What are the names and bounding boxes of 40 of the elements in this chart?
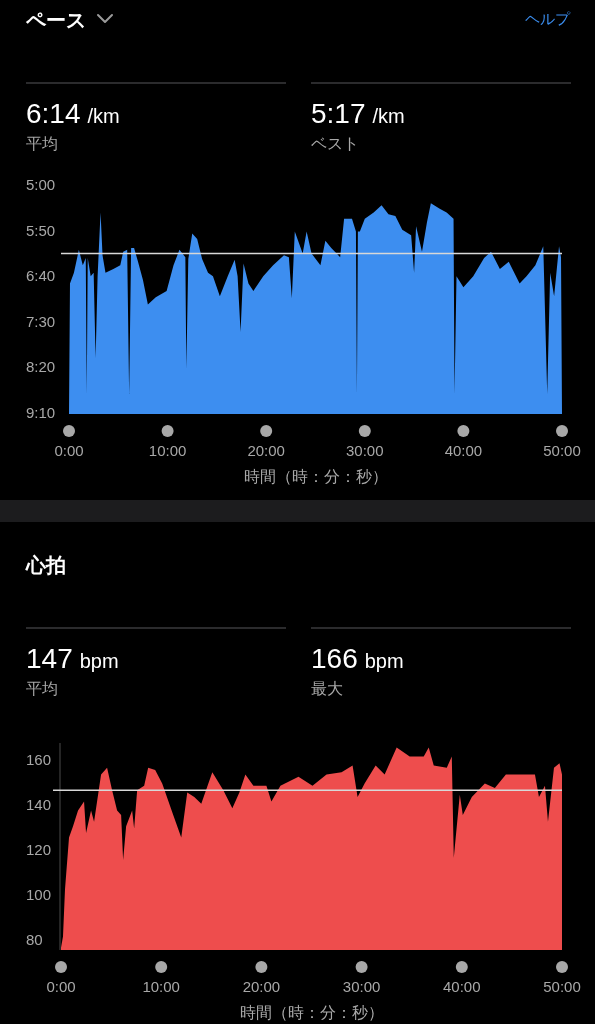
y-tick-label: 8:20 [26,358,56,376]
text: bpm [79,650,119,672]
text: 最大 [311,680,343,697]
text: /km [372,105,405,127]
text: 6:14 [26,98,81,129]
y-tick-label: 5:00 [26,175,56,193]
x-tick-label: 50:00 [543,978,581,995]
text: /km [87,105,120,127]
x-axis-title: 時間（時：分：秒） [239,1004,384,1021]
x-tick-label: 40:00 [443,978,481,995]
y-tick-label: 9:10 [26,403,56,421]
x-tick-label: 10:00 [148,442,187,459]
x-tick-label: 0:00 [54,442,84,459]
text: ヘルプ [525,10,571,27]
y-tick-label: 100 [26,885,52,903]
y-tick-label: 140 [26,795,52,813]
x-tick-label: 10:00 [142,978,180,995]
y-tick-label: 6:40 [26,267,56,285]
x-tick-label: 30:00 [342,978,381,995]
text: 166 [311,643,358,674]
text: ベスト [311,135,359,152]
chart-title: ペース [25,9,86,31]
x-tick-label: 0:00 [46,978,76,995]
x-tick-label: 50:00 [543,442,581,459]
text: 平均 [26,680,58,697]
y-tick-label: 160 [26,750,52,768]
text: 5:17 [311,98,366,129]
text: bpm [364,650,404,672]
y-tick-label: 120 [26,840,52,858]
y-tick-label: 7:30 [26,312,56,330]
x-tick-label: 20:00 [242,978,281,995]
x-axis-title: 時間（時：分：秒） [243,468,388,485]
x-tick-label: 20:00 [247,442,285,459]
x-tick-label: 30:00 [346,442,384,459]
x-tick-label: 40:00 [444,442,483,459]
text: 147 [26,643,73,674]
text: 平均 [26,135,58,152]
y-tick-label: 5:50 [26,221,56,239]
y-tick-label: 80 [26,930,43,948]
chart-title: 心拍 [25,554,66,576]
